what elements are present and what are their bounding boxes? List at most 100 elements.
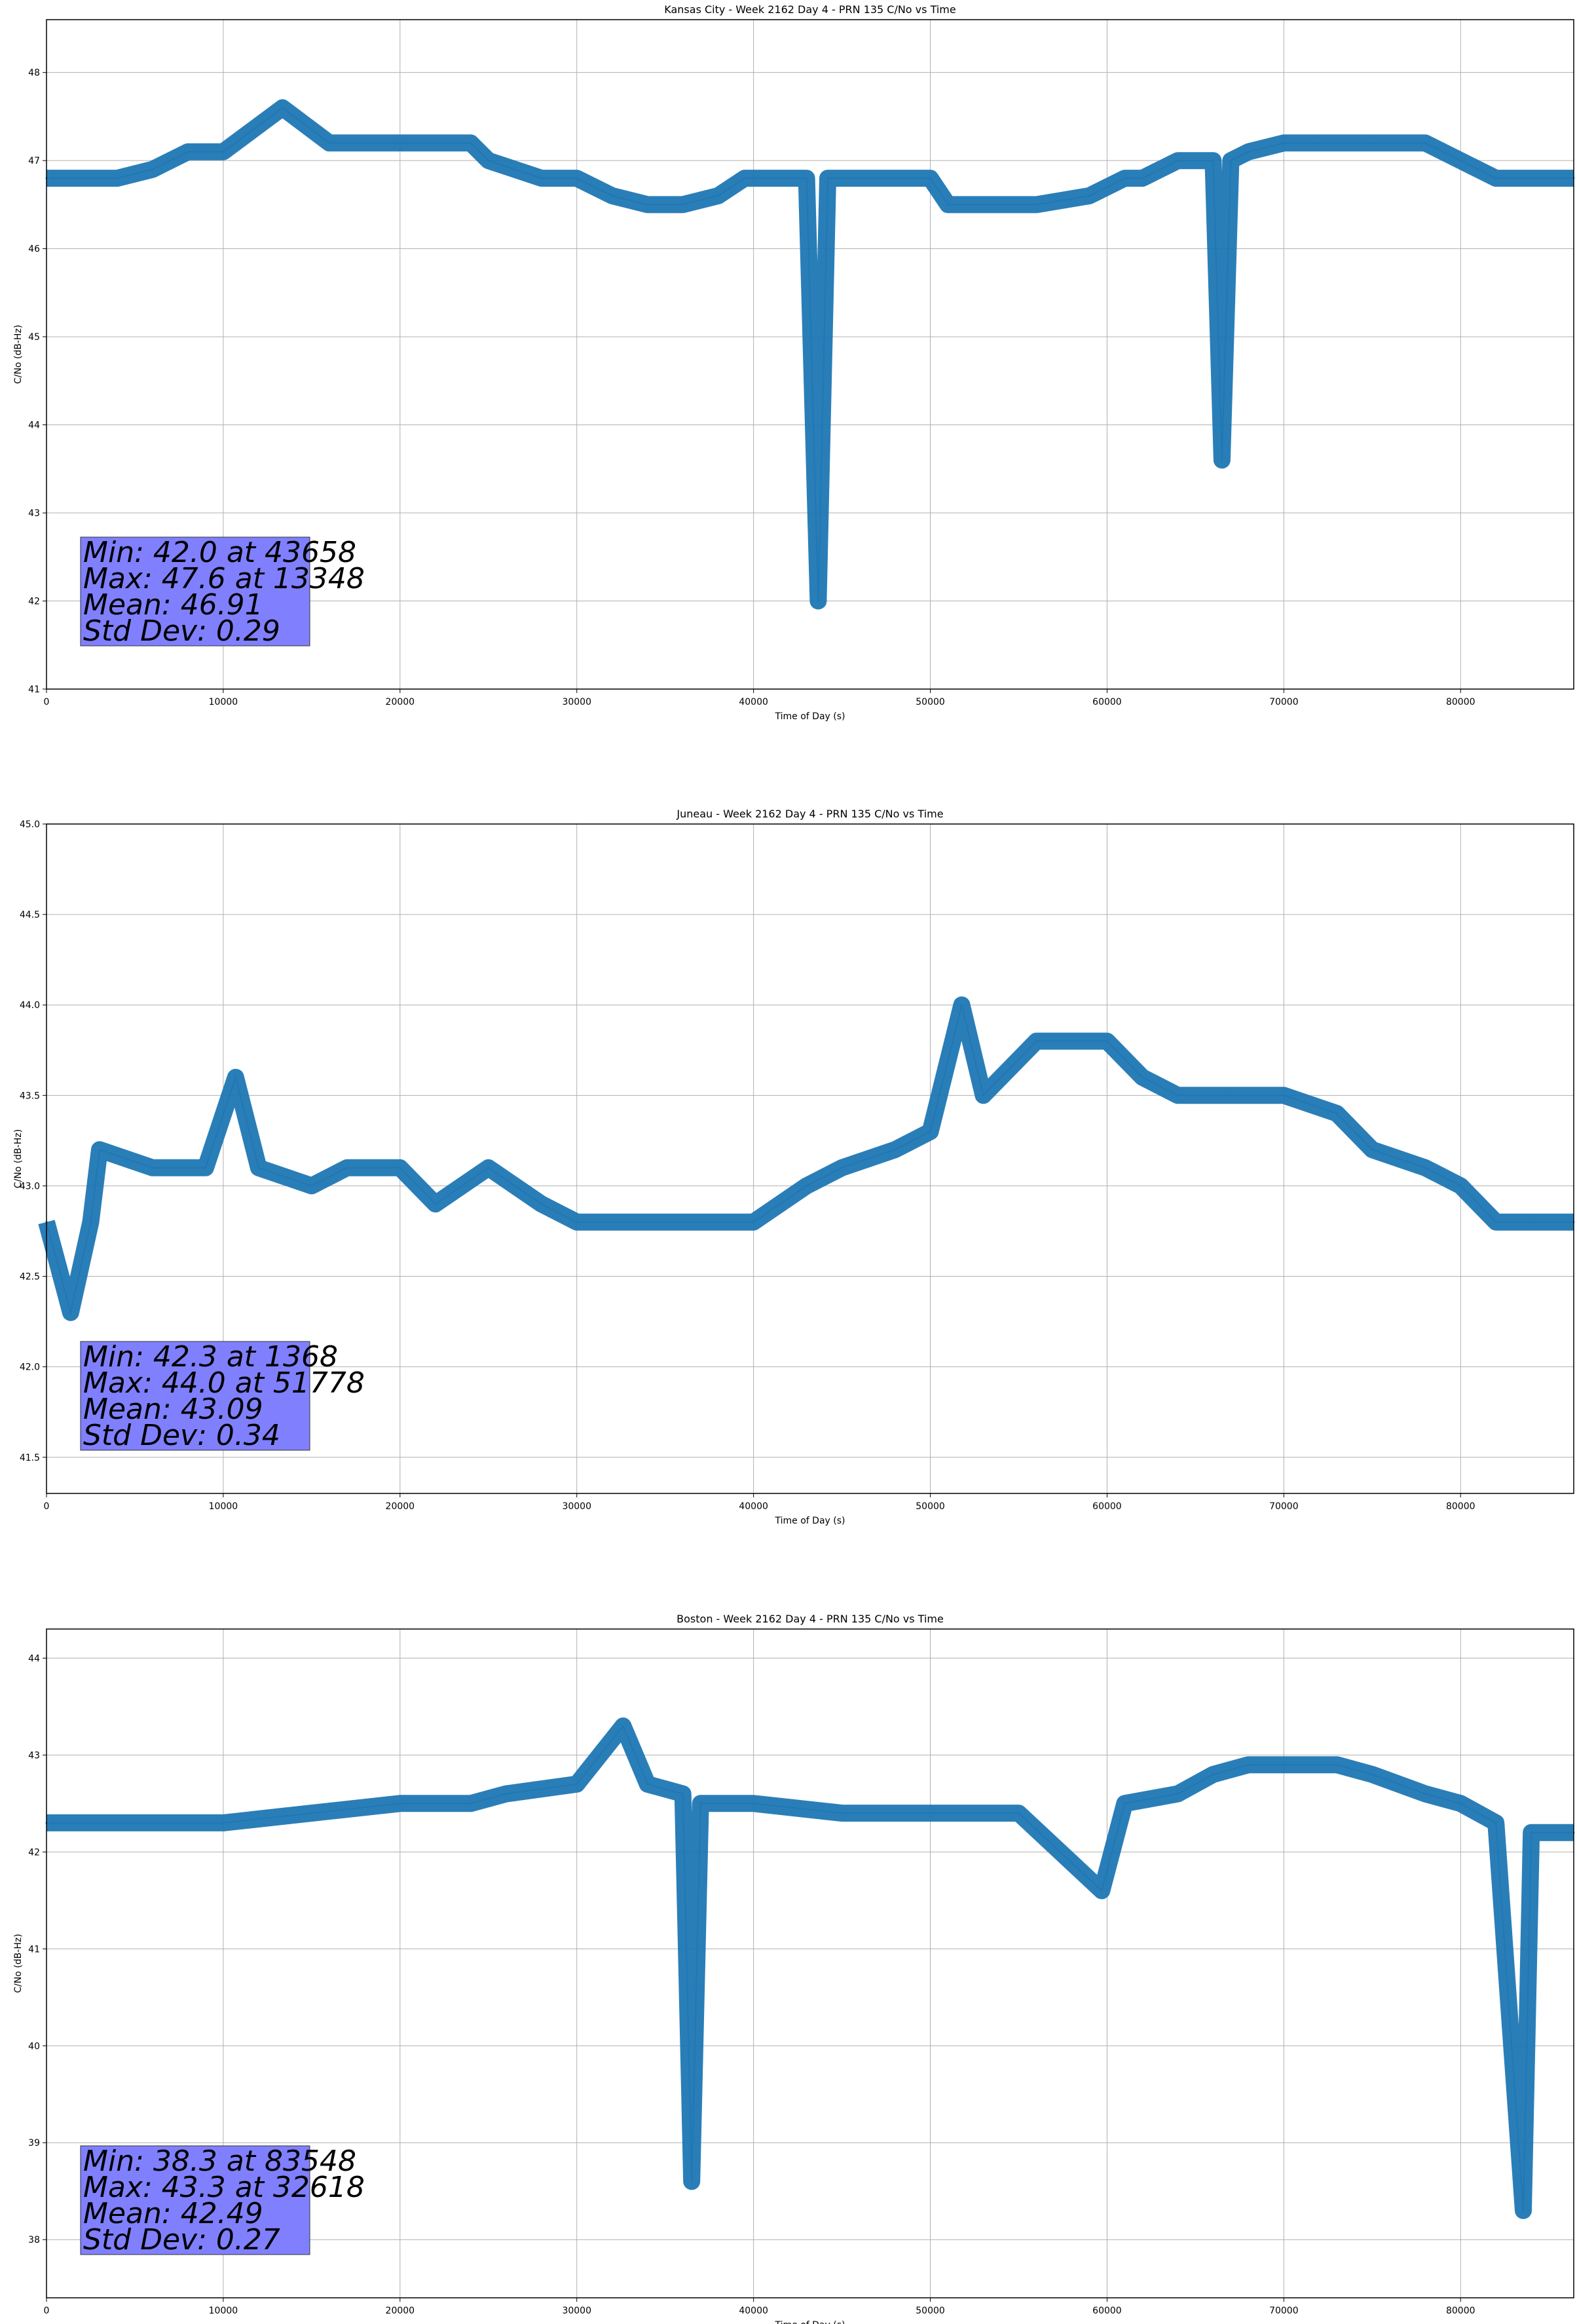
x-tick-label: 80000 [1446, 2306, 1475, 2316]
data-point [929, 1812, 932, 1814]
x-tick-label: 40000 [739, 697, 768, 707]
chart-panel-2: 0 10000 20000 30000 40000 50000 60000 70000 8000… [13, 1613, 1575, 2324]
data-point [1459, 159, 1462, 162]
stats-line: Std Dev: 0.27 [83, 2223, 280, 2257]
y-tick-label: 42 [28, 1847, 40, 1858]
x-tick-label: 50000 [916, 1501, 945, 1512]
data-point [1141, 1076, 1143, 1079]
stats-line: Min: 42.3 at 1368 [83, 1340, 338, 1374]
data-point [1371, 141, 1373, 144]
data-point [1105, 1040, 1108, 1042]
data-point [841, 1812, 844, 1814]
x-tick-label: 40000 [739, 2306, 768, 2316]
y-tick-label: 44 [28, 1653, 40, 1664]
data-point [894, 177, 897, 179]
stats-box [80, 536, 310, 647]
y-tick-label: 39 [28, 2138, 40, 2148]
y-tick-label: 42.0 [20, 1362, 40, 1373]
data-point [1100, 1890, 1103, 1892]
data-point [151, 1167, 154, 1169]
x-tick-label: 30000 [562, 1501, 591, 1512]
data-point [806, 1184, 808, 1187]
x-tick-label: 10000 [209, 2306, 238, 2316]
data-point [1522, 2209, 1525, 2212]
axes-frame [46, 1628, 1574, 2298]
data-point [947, 203, 950, 206]
data-point [576, 1221, 578, 1224]
y-tick-label: 41.5 [20, 1453, 40, 1463]
data-point [310, 1812, 313, 1814]
x-tick-label: 0 [44, 1501, 50, 1512]
stats-line: Mean: 43.09 [83, 1393, 263, 1426]
data-point [540, 177, 543, 179]
y-axis-label: C/No (dB-Hz) [13, 1934, 24, 1993]
data-point [1459, 1184, 1462, 1187]
data-point [1530, 1831, 1532, 1834]
data-point [281, 106, 284, 109]
data-point [1123, 177, 1126, 179]
data-point [434, 1203, 437, 1205]
data-point [1494, 1221, 1497, 1224]
x-tick-label: 40000 [739, 1501, 768, 1512]
x-tick-label: 30000 [562, 697, 591, 707]
x-tick-label: 70000 [1269, 2306, 1299, 2316]
stats-line: Min: 38.3 at 83548 [83, 2145, 356, 2178]
data-point [1371, 1773, 1373, 1776]
x-tick-label: 70000 [1269, 1501, 1299, 1512]
y-tick-label: 43.0 [20, 1181, 40, 1191]
data-point [222, 1822, 225, 1824]
data-point [470, 1802, 472, 1805]
x-tick-label: 0 [44, 697, 50, 707]
x-tick-label: 80000 [1446, 697, 1475, 707]
x-tick-label: 60000 [1092, 1501, 1122, 1512]
data-point [1221, 459, 1223, 461]
y-tick-label: 44.0 [20, 1000, 40, 1011]
data-point [1335, 1112, 1338, 1115]
data-point [646, 203, 649, 206]
y-tick-label: 41 [28, 684, 40, 695]
data-point [346, 1167, 348, 1169]
stats-box [80, 1341, 310, 1451]
x-tick-label: 70000 [1269, 697, 1299, 707]
stats-line: Max: 43.3 at 32618 [83, 2171, 365, 2204]
stats-line: Max: 44.0 at 51778 [83, 1366, 365, 1400]
data-point [806, 177, 808, 179]
data-point [929, 1131, 932, 1133]
y-axis-label: C/No (dB-Hz) [13, 325, 24, 384]
x-axis-label: Time of Day (s) [775, 1516, 845, 1526]
data-point [98, 1822, 101, 1824]
data-point [1176, 159, 1179, 162]
y-tick-label: 42.5 [20, 1272, 40, 1283]
data-point [682, 203, 684, 206]
data-point [1424, 1793, 1426, 1795]
data-point [690, 2180, 693, 2183]
data-point [817, 600, 819, 603]
data-point [1530, 1221, 1532, 1224]
x-tick-label: 10000 [209, 1501, 238, 1512]
data-point [116, 177, 119, 179]
data-point [576, 1783, 578, 1786]
data-point [81, 177, 83, 179]
x-tick-label: 10000 [209, 697, 238, 707]
stats-box [80, 2145, 310, 2255]
data-point [1494, 177, 1497, 179]
data-point [1176, 1094, 1179, 1096]
data-point [859, 177, 861, 179]
data-point [470, 141, 472, 144]
data-point [151, 1822, 154, 1824]
data-point [487, 1167, 490, 1169]
x-axis-label: Time of Day (s) [775, 711, 845, 722]
series-line [46, 107, 1574, 601]
axes-frame [46, 823, 1574, 1494]
data-point [646, 1783, 649, 1786]
data-point [622, 1725, 624, 1727]
data-point [540, 1203, 543, 1205]
chart-panel-0: 0 10000 20000 30000 40000 50000 60000 70000 8000… [13, 3, 1575, 722]
data-point [151, 168, 154, 171]
data-point [576, 177, 578, 179]
data-point [1424, 1167, 1426, 1169]
data-point [699, 1802, 702, 1805]
data-point [1530, 177, 1532, 179]
data-point [1282, 1094, 1285, 1096]
